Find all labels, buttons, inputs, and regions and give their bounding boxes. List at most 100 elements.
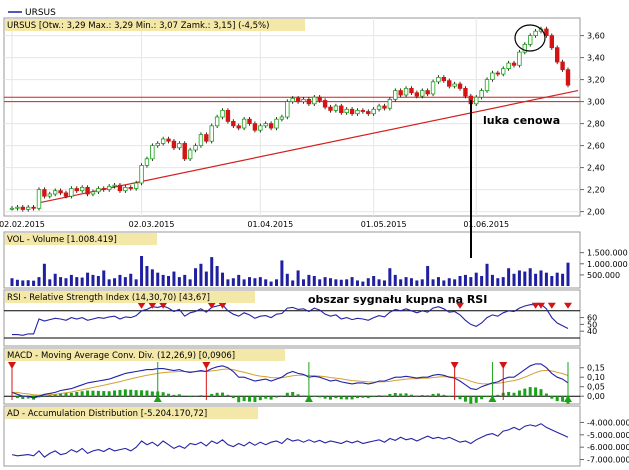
volume-bar xyxy=(129,273,133,286)
macd-histogram-bar xyxy=(388,393,392,397)
volume-bar xyxy=(296,270,300,286)
macd-histogram-bar xyxy=(172,394,176,397)
candle-body xyxy=(344,108,349,114)
volume-bar xyxy=(496,278,500,286)
macd-histogram-bar xyxy=(75,392,79,397)
candle-body xyxy=(333,105,339,111)
volume-bar xyxy=(167,276,171,286)
volume-bar xyxy=(415,280,419,286)
candle-body xyxy=(90,191,96,195)
volume-bar xyxy=(555,272,559,286)
date-tick-label: 01.05.2015 xyxy=(361,220,407,229)
candle-body xyxy=(15,206,20,209)
candle-body xyxy=(52,190,58,195)
rsi-sell-marker xyxy=(159,302,168,309)
candle-body xyxy=(376,105,382,110)
price-tick-label: 2,40 xyxy=(587,164,605,173)
ad-series xyxy=(11,423,569,458)
ad-tick-label: -7.000.000 xyxy=(587,456,629,465)
candle-body xyxy=(209,125,214,142)
macd-histogram-bar xyxy=(188,396,192,397)
macd-histogram-bar xyxy=(248,396,252,402)
candle-body xyxy=(20,206,25,210)
candle-body xyxy=(133,182,139,189)
macd-histogram-bar xyxy=(339,396,343,400)
macd-histogram-bar xyxy=(53,394,57,397)
macd-histogram-bar xyxy=(328,396,332,400)
candle-body xyxy=(58,190,63,194)
macd-line xyxy=(11,363,569,399)
macd-histogram-bar xyxy=(458,396,462,400)
volume-bar xyxy=(285,273,289,286)
volume-bar xyxy=(469,277,473,286)
macd-sell-marker xyxy=(8,362,16,369)
macd-tick-label: 0,10 xyxy=(587,373,605,382)
rsi-sell-marker xyxy=(148,302,157,309)
candle-body xyxy=(484,79,490,91)
rsi-tick-label: 60 xyxy=(587,314,597,323)
volume-bar xyxy=(517,270,521,286)
volume-bar xyxy=(210,257,214,286)
candle-body xyxy=(312,96,317,105)
macd-sell-marker xyxy=(450,362,459,369)
volume-bar xyxy=(248,277,252,286)
rsi-sell-marker xyxy=(537,302,546,309)
rsi-sell-marker xyxy=(207,302,216,309)
volume-bar xyxy=(404,277,408,286)
candle-body xyxy=(42,189,47,197)
rsi-title-bg xyxy=(5,291,255,303)
macd-histogram-bar xyxy=(123,389,127,397)
volume-bar xyxy=(183,274,187,286)
macd-histogram-bar xyxy=(226,394,230,397)
macd-histogram-bar xyxy=(237,396,241,403)
volume-bar xyxy=(48,279,52,286)
volume-bar xyxy=(134,279,138,286)
volume-bar xyxy=(96,276,100,286)
candle-body xyxy=(290,97,295,103)
volume-bar xyxy=(463,274,467,286)
macd-histogram-bar xyxy=(361,396,365,398)
volume-bar xyxy=(318,279,322,286)
candles xyxy=(9,26,571,212)
gap-annotation: luka cenowa xyxy=(483,114,560,127)
volume-bar xyxy=(323,277,327,286)
candle-body xyxy=(171,140,177,149)
macd-histogram-bar xyxy=(539,389,543,397)
candle-body xyxy=(517,51,522,66)
candle-body xyxy=(96,188,101,193)
volume-bar xyxy=(242,279,246,286)
candle-body xyxy=(533,30,538,37)
macd-sell-marker xyxy=(202,362,211,369)
candle-body xyxy=(112,184,117,187)
macd-histogram-bar xyxy=(177,394,181,397)
macd-histogram-bar xyxy=(404,393,408,397)
candle-body xyxy=(544,28,549,36)
volume-bar xyxy=(10,278,14,286)
volume-bar xyxy=(307,274,311,286)
candle-body xyxy=(366,111,371,115)
volume-bar xyxy=(194,268,198,286)
candle-body xyxy=(528,35,533,45)
price-tick-label: 3,00 xyxy=(587,98,605,107)
candle-body xyxy=(441,77,447,82)
macd-title-bg xyxy=(5,349,285,361)
candle-body xyxy=(549,35,555,49)
top-highlight-circle xyxy=(514,24,546,52)
candle-body xyxy=(322,100,328,108)
date-tick-label: 02.02.2015 xyxy=(0,220,45,229)
volume-bar xyxy=(102,270,106,286)
candle-body xyxy=(166,138,171,142)
macd-tick-label: 0,05 xyxy=(587,383,605,392)
macd-histogram-bar xyxy=(550,396,554,399)
candle-body xyxy=(511,62,517,66)
rsi-title: RSI - Relative Strength Index (14,30,70)… xyxy=(7,293,210,303)
candle-body xyxy=(560,61,565,71)
macd-histogram-bar xyxy=(377,395,381,397)
price-tick-label: 3,60 xyxy=(587,32,605,41)
candle-body xyxy=(47,193,52,197)
volume-tick-label: 500.000 xyxy=(587,271,620,280)
candle-body xyxy=(339,105,344,113)
macd-signal-line xyxy=(12,368,569,396)
macd-histogram-bar xyxy=(426,395,430,397)
volume-bar xyxy=(561,273,565,286)
